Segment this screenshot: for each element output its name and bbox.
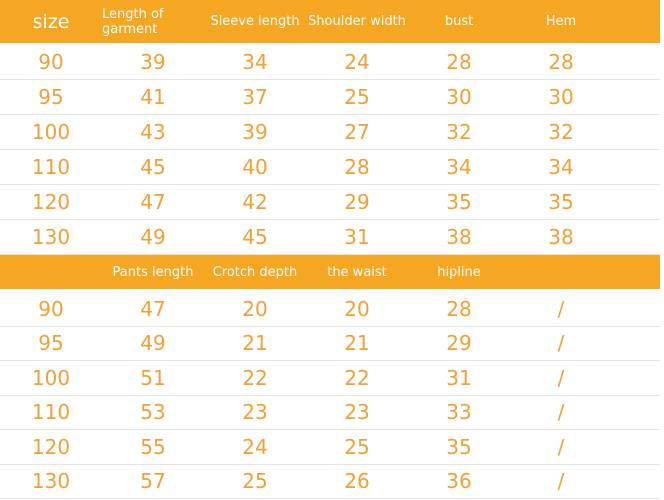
header-cell: Length of garment (102, 6, 164, 37)
data-cell: 25 (344, 434, 370, 459)
data-cell: 90 (38, 296, 64, 321)
data-cell: 38 (548, 225, 574, 249)
data-row: 130 49 45 31 38 38 (0, 220, 660, 255)
header-cell: Crotch depth (212, 264, 298, 280)
data-cell: 21 (242, 331, 268, 356)
data-cell: 110 (31, 155, 71, 179)
data-cell: 28 (548, 50, 574, 74)
data-cell: 20 (344, 296, 370, 321)
data-cell: / (557, 400, 565, 425)
header-row: Pants length Crotch depth the waist hipline (0, 255, 660, 289)
data-cell: 24 (242, 434, 268, 459)
header-row: size Length of garment Sleeve length Should… (0, 0, 660, 43)
header-cell-blank (0, 255, 102, 289)
data-cell: 130 (31, 225, 71, 249)
data-cell: 34 (446, 155, 472, 179)
data-cell: 35 (548, 190, 574, 214)
data-cell: 39 (140, 50, 166, 74)
data-row: 120 55 24 25 35 / (0, 430, 660, 465)
data-cell: 45 (140, 155, 166, 179)
header-cell: hipline (437, 264, 481, 280)
data-row: 90 47 20 20 28 / (0, 292, 660, 327)
data-cell: / (557, 434, 565, 459)
data-cell: 28 (344, 155, 370, 179)
data-row: 110 53 23 23 33 / (0, 396, 660, 430)
data-cell: 100 (31, 365, 71, 390)
data-cell: 100 (31, 120, 71, 144)
data-cell: 53 (140, 400, 166, 425)
data-cell: 110 (31, 400, 71, 425)
data-cell: 38 (446, 225, 472, 249)
data-cell: 22 (344, 365, 370, 390)
data-cell: 90 (38, 50, 64, 74)
data-cell: 31 (446, 365, 472, 390)
data-cell: 120 (31, 190, 71, 214)
header-cell: Shoulder width (308, 14, 406, 29)
header-cell: the waist (327, 264, 387, 280)
header-cell: Pants length (112, 264, 194, 280)
data-row: 110 45 40 28 34 34 (0, 150, 660, 185)
data-cell: 21 (344, 331, 370, 356)
data-cell: 25 (344, 85, 370, 109)
data-cell: / (557, 331, 565, 356)
data-cell: 30 (548, 85, 574, 109)
data-cell: 32 (548, 120, 574, 144)
data-cell: 23 (242, 400, 268, 425)
header-cell-blank (510, 255, 612, 289)
data-cell: 39 (242, 120, 268, 144)
data-cell: 33 (446, 400, 472, 425)
data-cell: 29 (344, 190, 370, 214)
data-cell: 31 (344, 225, 370, 249)
data-cell: 41 (140, 85, 166, 109)
data-cell: 26 (344, 469, 370, 494)
data-cell: 47 (140, 296, 166, 321)
data-cell: 35 (446, 434, 472, 459)
data-cell: / (557, 296, 565, 321)
data-row: 100 51 22 22 31 / (0, 361, 660, 396)
data-row: 95 41 37 25 30 30 (0, 80, 660, 115)
data-cell: 27 (344, 120, 370, 144)
data-cell: 95 (38, 85, 64, 109)
data-cell: 23 (344, 400, 370, 425)
data-cell: 30 (446, 85, 472, 109)
data-cell: 49 (140, 331, 166, 356)
data-cell: 22 (242, 365, 268, 390)
data-cell: / (557, 365, 565, 390)
data-cell: 55 (140, 434, 166, 459)
data-cell: 42 (242, 190, 268, 214)
data-cell: 32 (446, 120, 472, 144)
data-cell: 28 (446, 296, 472, 321)
data-cell: 130 (31, 469, 71, 494)
data-row: 100 43 39 27 32 32 (0, 115, 660, 150)
data-cell: 34 (242, 50, 268, 74)
data-cell: 28 (446, 50, 472, 74)
data-cell: 25 (242, 469, 268, 494)
data-cell: 20 (242, 296, 268, 321)
data-cell: / (557, 469, 565, 494)
header-cell: size (32, 10, 70, 33)
data-row: 95 49 21 21 29 / (0, 327, 660, 361)
data-row: 120 47 42 29 35 35 (0, 185, 660, 220)
data-cell: 40 (242, 155, 268, 179)
data-cell: 95 (38, 331, 64, 356)
header-cell: bust (444, 14, 474, 29)
data-cell: 29 (446, 331, 472, 356)
data-cell: 51 (140, 365, 166, 390)
data-cell: 24 (344, 50, 370, 74)
data-cell: 45 (242, 225, 268, 249)
data-cell: 34 (548, 155, 574, 179)
data-cell: 49 (140, 225, 166, 249)
data-cell: 47 (140, 190, 166, 214)
data-row: 130 57 25 26 36 / (0, 465, 660, 499)
data-cell: 43 (140, 120, 166, 144)
header-cell: Sleeve length (210, 14, 300, 29)
data-row: 90 39 34 24 28 28 (0, 45, 660, 80)
data-cell: 120 (31, 434, 71, 459)
data-cell: 57 (140, 469, 166, 494)
data-cell: 36 (446, 469, 472, 494)
data-cell: 37 (242, 85, 268, 109)
header-cell: Hem (545, 14, 577, 29)
data-cell: 35 (446, 190, 472, 214)
